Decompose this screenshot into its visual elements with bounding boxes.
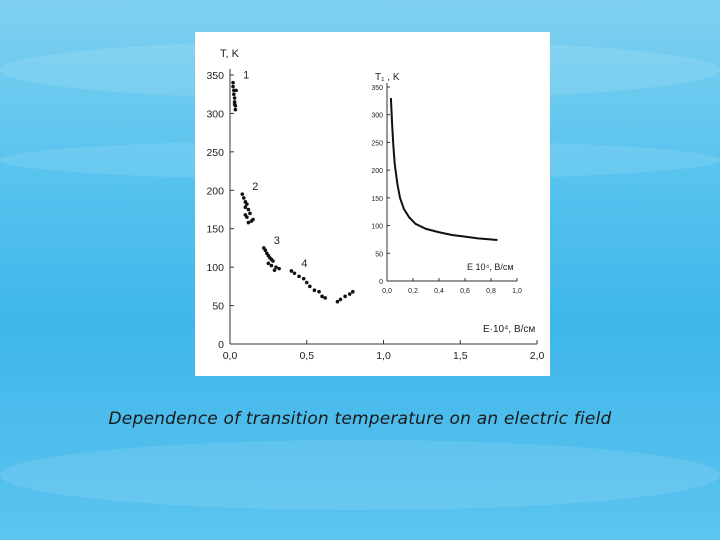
series-2-point [248, 211, 252, 216]
series-4-point [323, 296, 327, 300]
series-4-point [292, 271, 297, 276]
main-y-axis-label: T, K [220, 48, 240, 60]
series-2-point [243, 205, 248, 209]
series-4-label: 4 [301, 258, 307, 270]
main-x-tick-label: 0,5 [299, 350, 314, 362]
series-1-point [231, 80, 235, 85]
inset-y-tick-label: 100 [371, 224, 383, 231]
main-x-tick-label: 2,0 [530, 350, 545, 362]
main-y-tick-label: 250 [206, 147, 224, 159]
series-2-point [245, 202, 249, 206]
series-1-point [232, 92, 236, 97]
series-3-point [277, 266, 281, 271]
series-2-point [240, 192, 245, 196]
series-1-label: 1 [243, 70, 249, 82]
series-1-point [234, 88, 238, 93]
series-3-point [271, 259, 275, 263]
inset-x-tick-label: 0,4 [434, 288, 444, 295]
main-y-tick-label: 300 [206, 108, 224, 120]
inset-x-tick-label: 0,8 [486, 288, 496, 295]
main-x-tick-label: 0,0 [223, 350, 238, 362]
slide-caption: Dependence of transition temperature on … [108, 409, 612, 429]
inset-y-tick-label: 0 [379, 279, 383, 286]
main-y-tick-label: 350 [206, 70, 224, 82]
inset-x-axis-label: E 10⁴, B/см [467, 262, 514, 272]
series-4-point [308, 284, 312, 289]
series-4-point [347, 292, 352, 296]
series-4-point [297, 274, 301, 279]
series-3-point [272, 268, 277, 273]
inset-y-tick-label: 200 [371, 168, 383, 175]
inset-y-tick-label: 350 [371, 85, 383, 92]
main-y-tick-label: 50 [212, 301, 224, 313]
main-x-tick-label: 1,0 [376, 350, 391, 362]
series-4-point [304, 280, 309, 285]
main-y-tick-label: 0 [218, 339, 224, 351]
inset-x-tick-label: 0,0 [382, 288, 392, 295]
series-2-point [245, 215, 249, 219]
series-3-point [266, 261, 271, 266]
series-3-point [269, 263, 274, 268]
series-4-point [320, 294, 324, 299]
series-4-point [351, 289, 355, 294]
series-1-point [232, 102, 237, 107]
inset-y-tick-label: 50 [375, 251, 383, 258]
inset-series-line [389, 98, 498, 241]
series-4-point [335, 299, 340, 304]
series-1-point [232, 96, 237, 100]
series-2-point [246, 207, 251, 212]
chart-figure: 0 50 100 150 200 250 300 350 0,0 0,5 1,0 1,5 2,0 T, K… [195, 32, 550, 376]
series-4-point [289, 269, 294, 273]
series-4-point [338, 297, 343, 302]
series-2-point [251, 217, 255, 222]
main-y-tick-label: 200 [206, 185, 224, 197]
main-y-tick-label: 150 [206, 224, 224, 236]
inset-y-tick-label: 150 [371, 196, 383, 203]
series-3-label: 3 [274, 235, 280, 247]
series-2-point [246, 220, 251, 225]
series-4-point [312, 288, 317, 293]
series-4-point [301, 276, 306, 281]
series-2-label: 2 [252, 181, 258, 193]
series-2-point [242, 196, 246, 200]
inset-x-tick-label: 0,6 [460, 288, 470, 295]
series-1-point [231, 84, 235, 89]
inset-x-tick-label: 0,2 [408, 288, 418, 295]
main-x-axis-label: E·10⁴, B/см [483, 324, 535, 335]
series-4-point [317, 289, 321, 294]
inset-y-tick-label: 250 [371, 140, 383, 147]
inset-y-tick-label: 300 [371, 113, 383, 120]
main-y-tick-label: 100 [206, 262, 224, 274]
series-4-point [343, 294, 347, 299]
series-1-point [233, 107, 238, 112]
inset-y-axis-label: T₁ , K [375, 72, 400, 83]
inset-x-tick-label: 1,0 [512, 288, 522, 295]
series-3-point [263, 248, 268, 253]
series-3-point [274, 265, 278, 269]
main-x-tick-label: 1,5 [453, 350, 468, 362]
